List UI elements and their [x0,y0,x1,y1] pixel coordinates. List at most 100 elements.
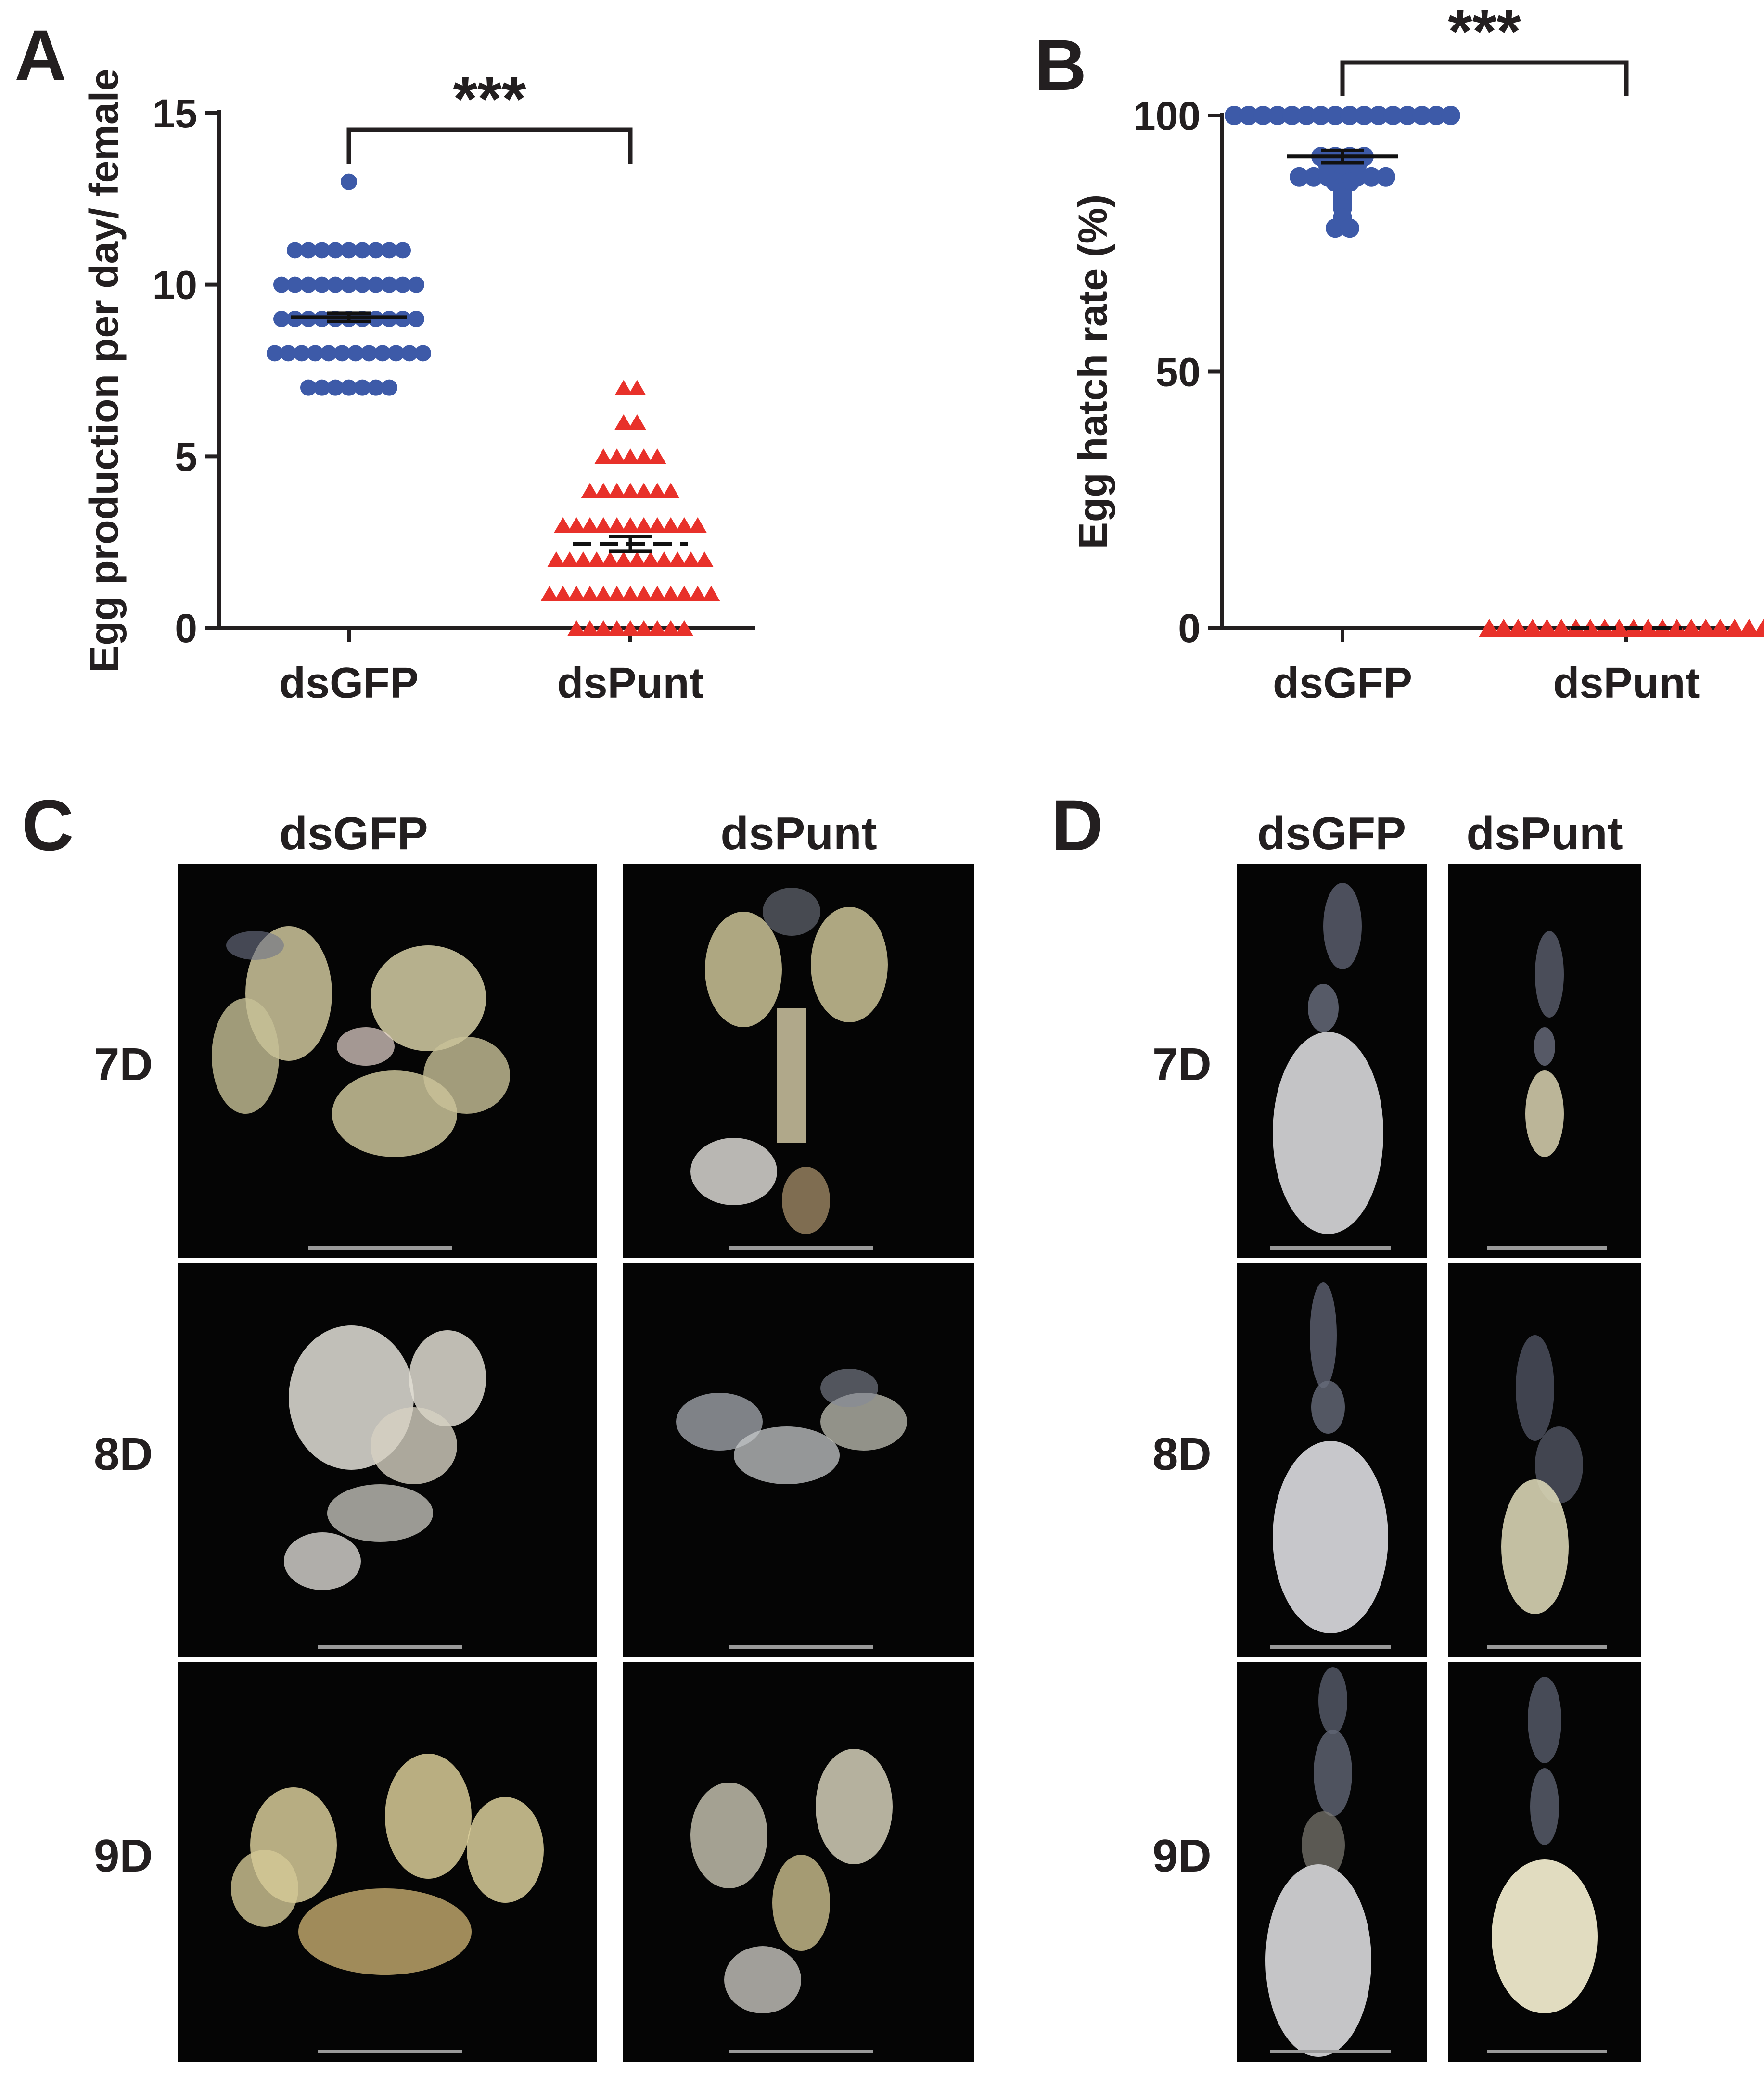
data-point-dspunt [554,586,572,601]
ovariole-image [1270,1282,1391,1649]
data-point-dspunt [581,586,599,601]
ovary-image [212,926,510,1250]
data-point-dspunt [662,586,680,601]
data-point-dsgfp [1253,106,1273,125]
data-point-dsgfp [1347,157,1367,177]
y-tick-label: 0 [1178,606,1201,651]
data-point-dsgfp [1304,167,1323,187]
x-category-label: dsPunt [1553,659,1700,707]
data-point-dspunt [547,551,565,567]
data-point-dsgfp [341,173,357,190]
ovary-image [231,1754,544,2053]
data-point-dspunt [608,483,626,498]
data-point-dspunt [1609,619,1630,637]
x-category-label: dsPunt [557,659,704,707]
y-tick-label: 0 [175,606,197,651]
data-point-dspunt [581,620,599,636]
data-point-dsgfp [273,311,290,327]
panel-label-b: B [1035,25,1087,105]
data-point-dsgfp [341,379,357,396]
ovariole-image [1270,883,1391,1250]
data-point-dsgfp [1340,106,1359,125]
significance-bracket [1340,60,1629,96]
data-point-dspunt [689,517,707,533]
data-point-dsgfp [1311,106,1330,125]
data-point-dsgfp [1326,172,1345,192]
data-point-dspunt [1652,619,1673,637]
data-point-dsgfp [1326,218,1345,238]
data-point-dsgfp [408,276,424,293]
data-point-dsgfp [287,242,303,259]
y-tick-label: 15 [153,91,197,136]
data-point-dspunt [662,620,680,636]
data-point-dspunt [1681,619,1702,637]
data-point-dspunt [1479,619,1500,637]
data-point-dspunt [567,620,586,636]
data-point-dspunt [1637,619,1659,637]
data-point-dspunt [1695,619,1716,637]
data-point-dspunt [594,483,613,498]
data-point-dsgfp [1333,208,1352,228]
data-point-dsgfp [327,379,344,396]
data-point-dspunt [1493,619,1514,637]
panel-d-row-8d: 8D [1152,1428,1212,1480]
data-point-dsgfp [287,276,303,293]
data-point-dsgfp [320,345,337,362]
data-point-dsgfp [1340,147,1359,166]
data-point-dsgfp [1376,167,1395,187]
ovariole-image [1487,1335,1607,1649]
data-point-dsgfp [341,276,357,293]
data-point-dsgfp [1355,106,1374,125]
data-point-dsgfp [300,242,317,259]
data-point-dspunt [614,380,633,395]
y-tick-label: 10 [153,263,197,308]
data-point-dsgfp [354,276,371,293]
chart-a-egg-production: 0 5 10 15 dsGFP dsPunt Egg production per day/… [81,64,755,707]
y-tick-label: 5 [175,434,197,479]
data-point-dsgfp [415,345,431,362]
data-point-dsgfp [354,242,371,259]
data-point-dspunt [614,414,633,430]
data-point-dsgfp [381,242,397,259]
data-point-dsgfp [1268,106,1287,125]
data-point-dsgfp [1333,167,1352,187]
panel-c-photo-dspunt-7d [623,864,974,1258]
panel-d-photo-dsgfp-8d [1237,1263,1427,1657]
data-point-dsgfp [1369,106,1388,125]
ovariole-image [1265,1667,1391,2057]
data-point-dsgfp [1326,147,1345,166]
data-point-dspunt [567,586,586,601]
data-point-dspunt [1551,619,1572,637]
data-point-dspunt [648,586,666,601]
data-point-dsgfp [1333,162,1352,182]
data-point-dsgfp [327,242,344,259]
data-point-dspunt [581,517,599,533]
data-point-dsgfp [1290,167,1309,187]
ovary-image [690,1749,893,2053]
data-point-dspunt [675,586,693,601]
data-point-dsgfp [354,379,371,396]
data-point-dspunt [614,551,633,567]
data-point-dsgfp [1333,157,1352,177]
data-point-dsgfp [1340,218,1359,238]
ovary-image [284,1325,486,1649]
panel-d-photo-dsgfp-7d [1237,864,1427,1258]
panel-d-photo-dspunt-7d [1448,864,1641,1258]
data-point-dspunt [655,551,673,567]
data-point-dspunt [621,448,639,464]
data-point-dsgfp [401,345,418,362]
panel-d-col-dsgfp: dsGFP [1257,808,1406,859]
data-point-dspunt [682,551,700,567]
data-point-dspunt [621,517,639,533]
panel-c-photo-dspunt-8d [623,1263,974,1657]
data-point-dsgfp [1412,106,1432,125]
panel-label-d: D [1051,785,1104,866]
data-point-dsgfp [314,276,330,293]
data-point-dsgfp [300,276,317,293]
x-category-label: dsGFP [279,659,419,707]
data-point-dsgfp [1326,106,1345,125]
data-point-dspunt [574,551,592,567]
data-point-dspunt [635,620,653,636]
data-point-dspunt [628,380,646,395]
data-point-dspunt [1753,619,1764,637]
